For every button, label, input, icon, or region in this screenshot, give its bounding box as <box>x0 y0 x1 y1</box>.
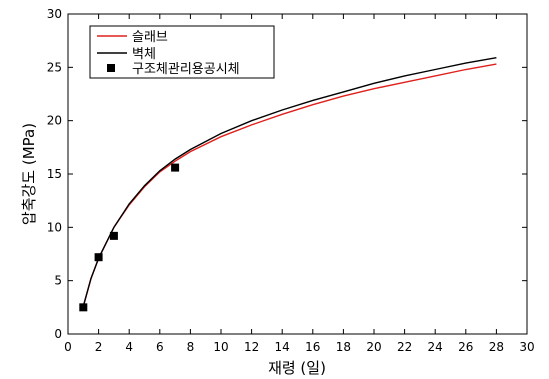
legend: 슬래브 벽체 구조체관리용공시체 <box>89 25 275 79</box>
y-tick-label: 20 <box>47 114 62 128</box>
x-tick-label: 28 <box>489 340 504 354</box>
x-tick-label: 10 <box>213 340 228 354</box>
legend-label-wall: 벽체 <box>132 47 156 62</box>
y-tick-label: 25 <box>47 60 62 74</box>
legend-label-slab: 슬래브 <box>132 30 168 45</box>
legend-label-specimen: 구조체관리용공시체 <box>132 62 240 77</box>
specimen-point <box>94 253 103 262</box>
legend-swatch-specimen <box>107 64 115 72</box>
x-tick-label: 30 <box>519 340 534 354</box>
x-tick-label: 22 <box>397 340 412 354</box>
y-tick-label: 0 <box>54 327 62 341</box>
x-tick-label: 12 <box>244 340 259 354</box>
x-tick-label: 8 <box>187 340 195 354</box>
x-tick-label: 2 <box>95 340 103 354</box>
x-tick-label: 26 <box>458 340 473 354</box>
x-tick-label: 18 <box>336 340 351 354</box>
scatter-points <box>79 163 180 312</box>
x-tick-label: 20 <box>366 340 381 354</box>
series-line-wall <box>82 57 497 307</box>
y-tick-label: 15 <box>47 167 62 181</box>
specimen-point <box>109 231 118 240</box>
y-axis-label: 압축강도 (MPa) <box>20 123 38 225</box>
x-tick-label: 14 <box>275 340 290 354</box>
y-tick-label: 10 <box>47 220 62 234</box>
x-tick-label: 24 <box>428 340 443 354</box>
x-axis-label: 재령 (일) <box>268 359 326 377</box>
specimen-point <box>171 163 180 172</box>
specimen-point <box>79 303 88 312</box>
legend-box <box>89 25 275 79</box>
y-tick-label: 5 <box>54 274 62 288</box>
x-tick-label: 4 <box>125 340 133 354</box>
series-layer <box>82 57 497 307</box>
y-tick-label: 30 <box>47 7 62 21</box>
x-tick-label: 16 <box>305 340 320 354</box>
x-tick-label: 0 <box>64 340 72 354</box>
x-tick-label: 6 <box>156 340 164 354</box>
